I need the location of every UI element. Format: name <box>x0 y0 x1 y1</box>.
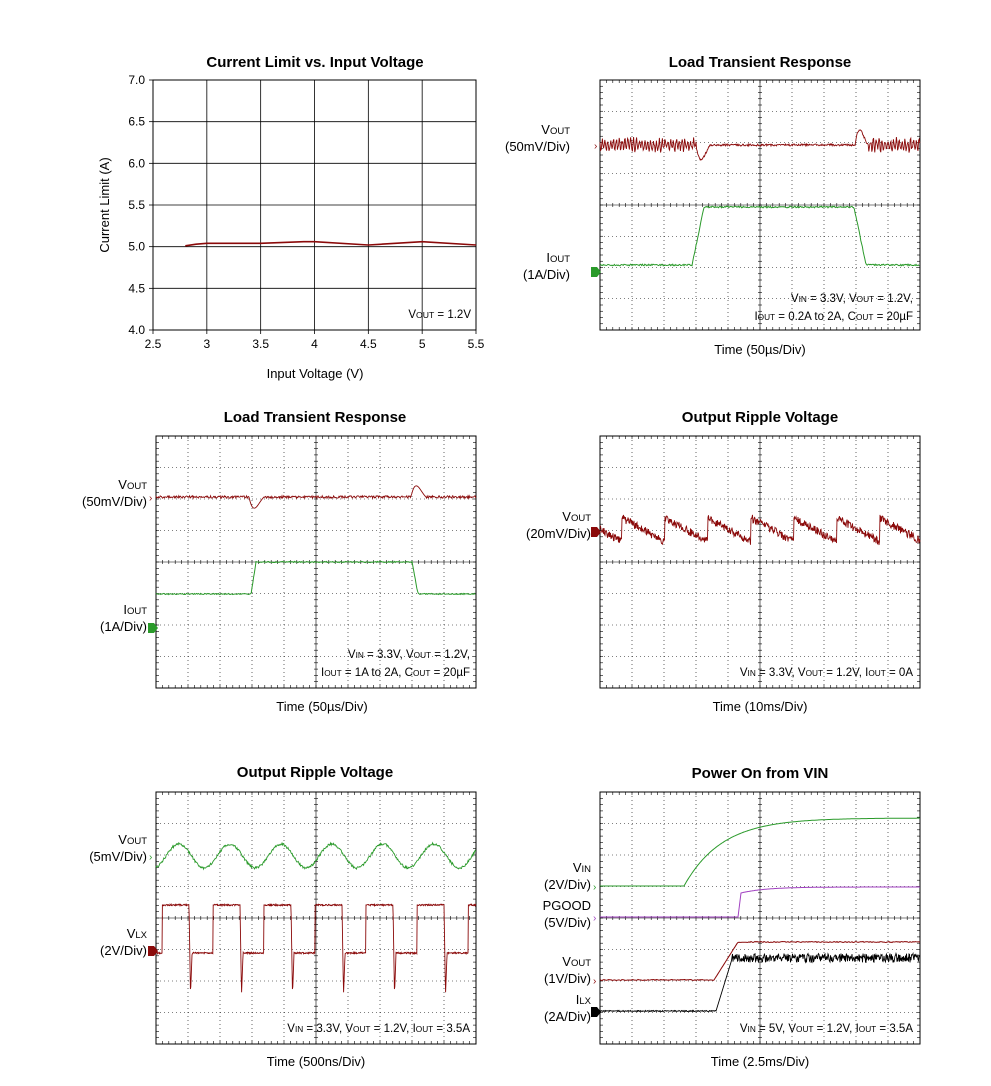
label-vout: VOUT <box>118 832 147 847</box>
chart-title: Load Transient Response <box>669 54 852 71</box>
annotation-line-1: VIN = 3.3V, VOUT = 1.2V, <box>348 649 470 661</box>
x-tick-label: 3 <box>203 337 210 351</box>
iout-trace <box>155 560 476 596</box>
y-tick-label: 6.0 <box>128 156 145 170</box>
chart-output-ripple-2: Output Ripple Voltage VOUT (5mV/Div) VLX (2V… <box>89 764 477 1069</box>
x-axis-label: Input Voltage (V) <box>267 366 364 381</box>
label-iout-scale: (1A/Div) <box>523 267 570 282</box>
vin-arrow: › <box>593 882 596 893</box>
label-vout-scale: (50mV/Div) <box>82 494 147 509</box>
label-iout-scale: (1A/Div) <box>100 619 147 634</box>
y-tick-label: 7.0 <box>128 73 145 87</box>
label-vout: VOUT <box>562 509 591 524</box>
annotation-line-2: IOUT = 1A to 2A, COUT = 20µF <box>321 667 470 679</box>
y-tick-label: 4.0 <box>128 323 145 337</box>
scope1-minor-ticks <box>599 79 921 331</box>
label-ilx-scale: (2A/Div) <box>544 1009 591 1024</box>
label-vout-scale: (50mV/Div) <box>505 139 570 154</box>
chart-title: Output Ripple Voltage <box>237 764 393 781</box>
vout-trace <box>599 940 921 982</box>
chart-title: Power On from VIN <box>692 765 829 782</box>
pgood-trace <box>600 886 920 918</box>
y-tick-label: 5.5 <box>128 198 145 212</box>
annotation-vout: VOUT = 1.2V <box>408 309 471 321</box>
label-ilx: ILX <box>576 992 592 1007</box>
x-axis-label: Time (10ms/Div) <box>713 699 808 714</box>
vout-trace <box>155 841 477 871</box>
x-axis-label: Time (50µs/Div) <box>276 699 368 714</box>
label-vlx-scale: (2V/Div) <box>100 943 147 958</box>
vout-arrow: › <box>594 141 597 152</box>
x-axis-label: Time (2.5ms/Div) <box>711 1054 809 1069</box>
annotation-line-2: IOUT = 0.2A to 2A, COUT = 20µF <box>754 311 913 323</box>
chart-load-transient-1: Load Transient Response VOUT (50mV/Div) IOU… <box>505 54 921 357</box>
vout-trace <box>599 514 921 546</box>
label-vout: VOUT <box>118 477 147 492</box>
label-vlx: VLX <box>127 926 148 941</box>
vout-arrow: › <box>149 493 152 504</box>
chart-title: Load Transient Response <box>224 409 407 426</box>
label-pgood-scale: (5V/Div) <box>544 915 591 930</box>
annotation-line-1: VIN = 3.3V, VOUT = 1.2V, <box>791 293 913 305</box>
scope3-minor-ticks <box>599 435 921 689</box>
chart-output-ripple-1: Output Ripple Voltage VOUT (20mV/Div) VIN =… <box>526 409 921 714</box>
label-iout: IOUT <box>123 602 147 617</box>
y-tick-label: 4.5 <box>128 281 145 295</box>
vlx-trace <box>155 902 477 993</box>
x-axis-label: Time (500ns/Div) <box>267 1054 365 1069</box>
chart-load-transient-2: Load Transient Response VOUT (50mV/Div) IOU… <box>82 409 477 714</box>
ilx-marker <box>591 1007 601 1017</box>
y-axis-label: Current Limit (A) <box>97 157 112 252</box>
x-tick-label: 5.5 <box>468 337 485 351</box>
ilx-trace <box>599 951 921 1013</box>
scope5-minor-ticks <box>599 791 921 1045</box>
x-axis-label: Time (50µs/Div) <box>714 342 806 357</box>
label-vout: VOUT <box>541 122 570 137</box>
label-vout-scale: (5mV/Div) <box>89 849 147 864</box>
label-vout: VOUT <box>562 954 591 969</box>
chart-title: Current Limit vs. Input Voltage <box>206 54 423 71</box>
vout-trace <box>155 485 477 509</box>
label-pgood: PGOOD <box>543 898 591 913</box>
iout-marker <box>591 267 601 277</box>
vin-trace <box>600 817 920 887</box>
chart-current-limit: Current Limit vs. Input Voltage 2.5 3 3.5 4 4… <box>97 54 485 381</box>
x-tick-label: 5 <box>419 337 426 351</box>
label-vin: VIN <box>573 860 591 875</box>
x-tick-label: 2.5 <box>145 337 162 351</box>
iout-trace <box>599 205 920 267</box>
vout-arrow: › <box>149 852 152 863</box>
iout-marker <box>148 623 158 633</box>
y-tick-label: 5.0 <box>128 240 145 254</box>
annotation-line-1: VIN = 5V, VOUT = 1.2V, IOUT = 3.5A <box>740 1023 913 1035</box>
y-tick-label: 6.5 <box>128 115 145 129</box>
x-tick-label: 4.5 <box>360 337 377 351</box>
chart-title: Output Ripple Voltage <box>682 409 838 426</box>
vlx-marker <box>148 946 158 956</box>
annotation-line-1: VIN = 3.3V, VOUT = 1.2V, IOUT = 3.5A <box>287 1023 470 1035</box>
label-vout-scale: (1V/Div) <box>544 971 591 986</box>
x-tick-label: 3.5 <box>252 337 269 351</box>
label-vout-scale: (20mV/Div) <box>526 526 591 541</box>
x-tick-label: 4 <box>311 337 318 351</box>
current-limit-line <box>185 240 477 247</box>
vout-arrow: › <box>593 976 596 987</box>
label-vin-scale: (2V/Div) <box>544 877 591 892</box>
chart-power-on: Power On from VIN VIN (2V/Div) PGOOD (5V/Div… <box>543 765 921 1069</box>
scope4-minor-ticks <box>155 791 477 1045</box>
vout-trace <box>599 129 921 161</box>
pgood-arrow: › <box>593 913 596 924</box>
annotation-line-1: VIN = 3.3V, VOUT = 1.2V, IOUT = 0A <box>740 667 913 679</box>
label-iout: IOUT <box>546 250 570 265</box>
vout-marker <box>591 527 601 537</box>
